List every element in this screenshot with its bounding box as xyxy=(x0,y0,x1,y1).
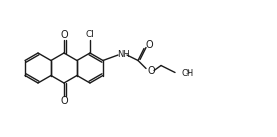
Text: O: O xyxy=(60,30,68,40)
Text: CH: CH xyxy=(181,69,193,78)
Text: Cl: Cl xyxy=(86,30,94,39)
Text: NH: NH xyxy=(117,50,130,58)
Text: 3: 3 xyxy=(186,70,189,75)
Text: O: O xyxy=(60,96,68,106)
Text: O: O xyxy=(147,66,155,76)
Text: O: O xyxy=(145,41,153,51)
